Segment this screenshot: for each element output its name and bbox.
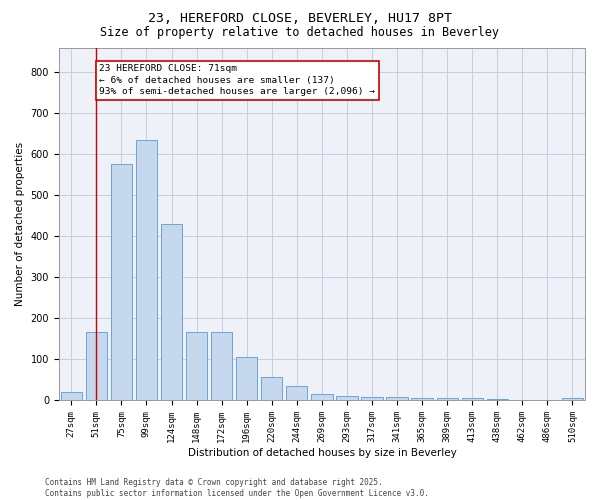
Bar (161, 224, 182, 400)
X-axis label: Distribution of detached houses by size in Beverley: Distribution of detached houses by size … (188, 448, 456, 458)
Bar (86, 332, 107, 400)
Bar (311, 394, 332, 400)
Bar (136, 140, 157, 400)
Bar (336, 396, 358, 400)
Bar (211, 332, 232, 400)
Y-axis label: Number of detached properties: Number of detached properties (15, 142, 25, 306)
Bar (111, 164, 132, 400)
Bar (437, 398, 458, 400)
Text: Size of property relative to detached houses in Beverley: Size of property relative to detached ho… (101, 26, 499, 39)
Bar (186, 332, 207, 400)
Bar (286, 386, 307, 400)
Bar (487, 399, 508, 400)
Bar (61, 392, 82, 400)
Text: 23 HEREFORD CLOSE: 71sqm
← 6% of detached houses are smaller (137)
93% of semi-d: 23 HEREFORD CLOSE: 71sqm ← 6% of detache… (100, 64, 376, 96)
Text: 23, HEREFORD CLOSE, BEVERLEY, HU17 8PT: 23, HEREFORD CLOSE, BEVERLEY, HU17 8PT (148, 12, 452, 26)
Bar (461, 398, 483, 400)
Text: Contains HM Land Registry data © Crown copyright and database right 2025.
Contai: Contains HM Land Registry data © Crown c… (45, 478, 429, 498)
Bar (261, 378, 283, 400)
Bar (412, 398, 433, 400)
Bar (562, 398, 583, 400)
Bar (386, 396, 408, 400)
Bar (236, 357, 257, 400)
Bar (361, 396, 383, 400)
